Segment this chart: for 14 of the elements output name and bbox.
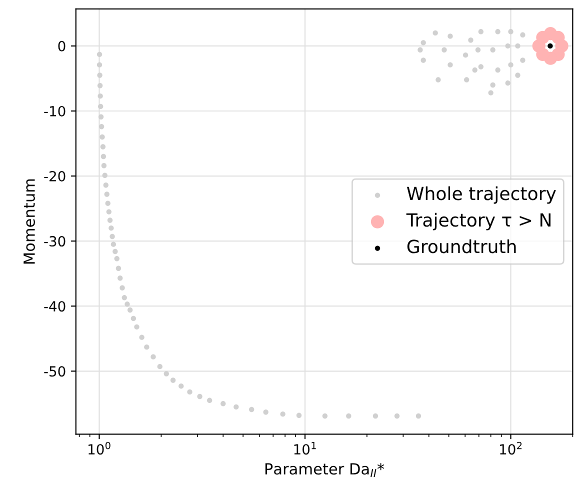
y-tick-label: -10 [44,106,66,116]
x-tick-label: 10$^{0}$ [88,442,110,455]
y-tick-label: -40 [44,301,66,312]
y-tick-label: -20 [44,171,66,182]
x-axis-title: Parameter Da$_{II}$* [265,463,384,477]
x-tick-label: 10$^{1}$ [294,442,316,455]
y-axis-title: Momentum [24,179,35,264]
y-tick-label: 0 [58,40,66,52]
legend-label: Groundtruth [407,239,516,254]
y-tick-label: -50 [44,366,66,377]
legend-label: Trajectory τ > N [406,212,550,230]
x-tick-label: 10$^{2}$ [500,442,522,455]
legend-label: Whole trajectory [406,186,556,204]
y-tick-label: -30 [44,236,66,247]
